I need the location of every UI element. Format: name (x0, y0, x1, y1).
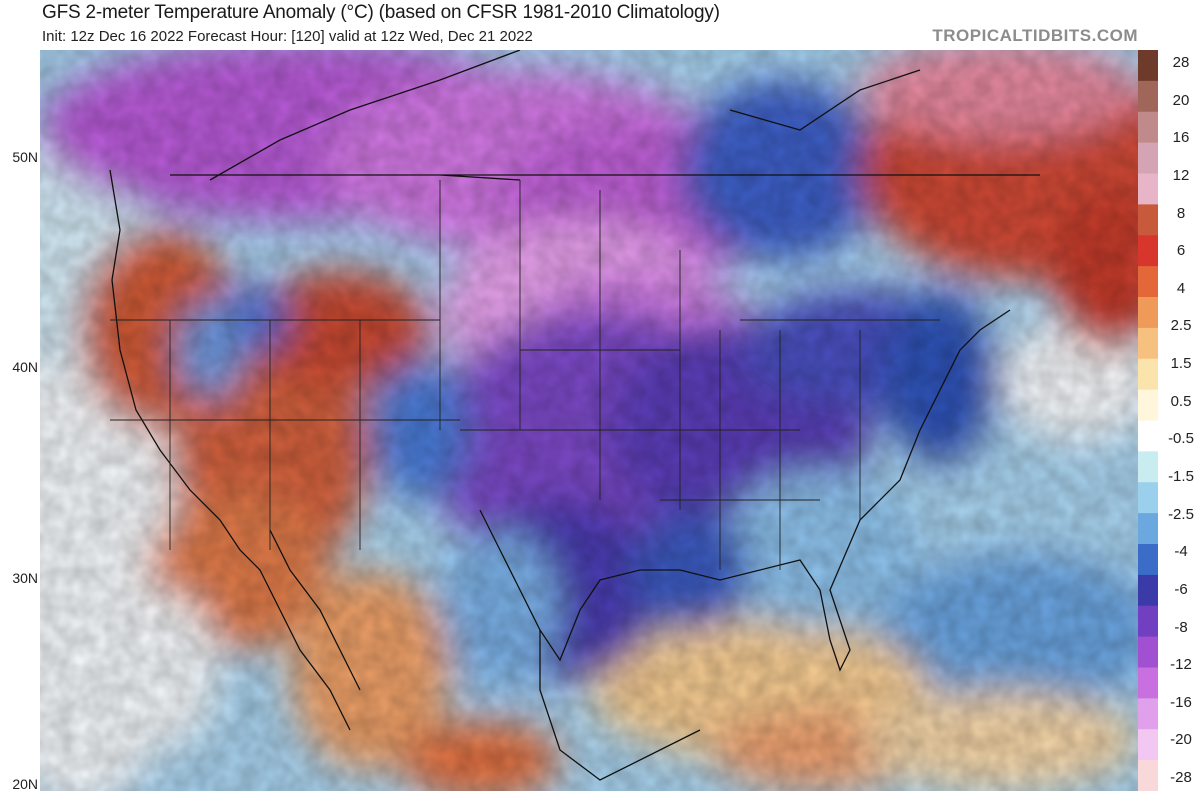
colorbar-band (1138, 204, 1158, 236)
colorbar-label: -16 (1170, 693, 1192, 711)
colorbar-band (1138, 574, 1158, 607)
colorbar-label: -0.5 (1168, 430, 1194, 448)
colorbar-band (1138, 50, 1158, 82)
colorbar-band (1138, 142, 1158, 175)
colorbar-label: 0.5 (1170, 392, 1192, 410)
colorbar-band (1138, 266, 1158, 298)
colorbar-band (1138, 80, 1158, 113)
colorbar-band (1138, 389, 1158, 422)
colorbar-label: -6 (1174, 580, 1188, 598)
colorbar-band (1138, 358, 1158, 391)
colorbar-label: 4 (1176, 279, 1186, 297)
colorbar-label: 12 (1172, 166, 1190, 184)
colorbar-label: 6 (1176, 242, 1186, 260)
colorbar-band (1138, 667, 1158, 699)
colorbar-label: -1.5 (1168, 467, 1194, 485)
site-watermark: TROPICALTIDBITS.COM (932, 26, 1138, 45)
colorbar-band (1138, 698, 1158, 730)
colorbar-band (1138, 297, 1158, 329)
colorbar-band (1138, 482, 1158, 514)
colorbar-label: 2.5 (1170, 317, 1192, 335)
colorbar-band (1138, 451, 1158, 483)
map-title: GFS 2-meter Temperature Anomaly (°C) (ba… (42, 2, 720, 23)
colorbar-label: -12 (1170, 656, 1192, 674)
colorbar-band (1138, 544, 1158, 576)
colorbar-label: 8 (1176, 204, 1186, 222)
colorbar-label: 1.5 (1170, 355, 1192, 373)
colorbar-band (1138, 420, 1158, 452)
colorbar-label: -20 (1170, 731, 1192, 749)
colorbar-band (1138, 513, 1158, 545)
forecast-subtitle: Init: 12z Dec 16 2022 Forecast Hour: [12… (42, 28, 533, 45)
colorbar-band (1138, 729, 1158, 761)
colorbar-label: 28 (1172, 54, 1190, 71)
colorbar-band (1138, 605, 1158, 638)
colorbar (1138, 50, 1158, 791)
lat-label-50n: 50N (12, 149, 38, 165)
temperature-anomaly-map (40, 50, 1138, 791)
colorbar-band (1138, 235, 1158, 267)
colorbar-band (1138, 111, 1158, 144)
colorbar-label: -28 (1170, 769, 1192, 786)
colorbar-band (1138, 760, 1158, 791)
colorbar-band (1138, 173, 1158, 205)
lat-label-30n: 30N (12, 570, 38, 586)
colorbar-label: 16 (1172, 129, 1190, 147)
lat-label-40n: 40N (12, 359, 38, 375)
colorbar-label: -8 (1174, 618, 1188, 636)
lat-label-20n: 20N (12, 776, 38, 792)
colorbar-label: -4 (1174, 543, 1188, 561)
colorbar-band (1138, 636, 1158, 669)
colorbar-band (1138, 327, 1158, 360)
colorbar-label: 20 (1172, 91, 1190, 109)
colorbar-label: -2.5 (1168, 505, 1194, 523)
